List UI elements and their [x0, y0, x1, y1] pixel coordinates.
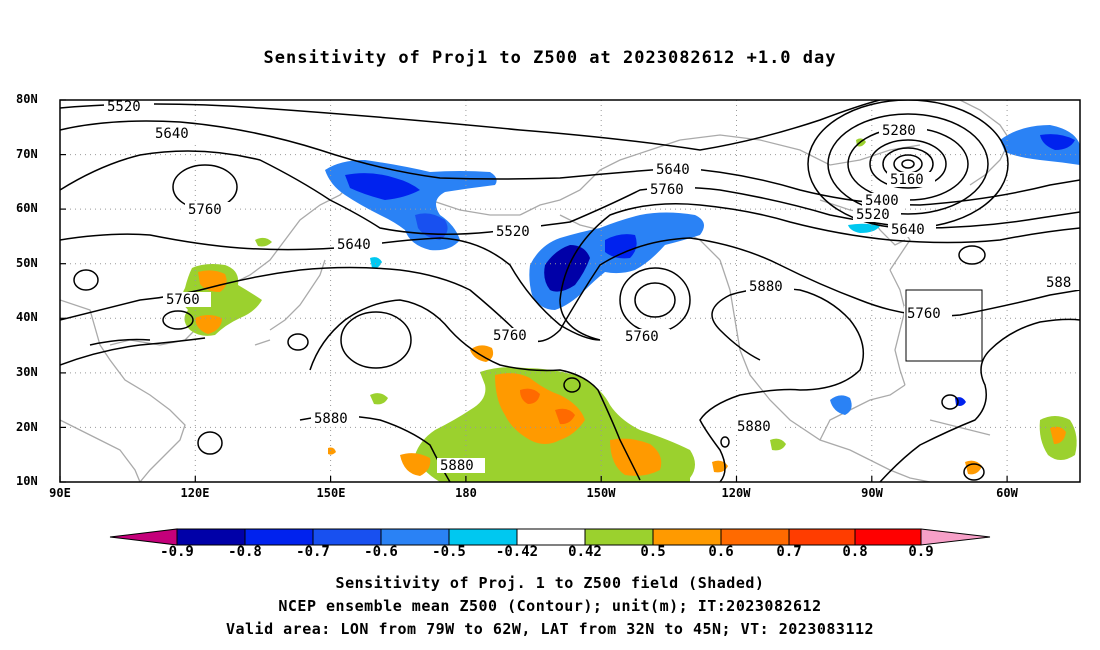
lon-label: 120W [721, 486, 751, 500]
colorbar-label: -0.42 [495, 544, 539, 560]
lon-label: 90W [861, 486, 883, 500]
contour-label: 5760 [907, 306, 941, 322]
lon-label: 120E [180, 486, 210, 500]
colorbar-swatch [652, 528, 722, 546]
colorbar-label: 0.7 [776, 544, 802, 560]
contour-label: 5280 [882, 123, 916, 139]
colorbar-swatch [516, 528, 586, 546]
contour-labels: 5520 5640 5760 5640 5760 5520 5640 5760 … [104, 99, 1080, 474]
map-title: Sensitivity of Proj1 to Z500 at 20230826… [263, 48, 837, 68]
lon-label: 150E [316, 486, 346, 500]
colorbar-swatch [244, 528, 314, 546]
contour-label: 5760 [625, 329, 659, 345]
contour-label: 5880 [314, 411, 348, 427]
lat-label: 40N [16, 310, 38, 324]
colorbar-label: 0.42 [568, 544, 602, 560]
contour-label: 5640 [155, 126, 189, 142]
colorbar-label: 0.6 [708, 544, 734, 560]
colorbar-swatch [854, 528, 922, 546]
colorbar-label: -0.8 [228, 544, 262, 560]
lon-label: 180 [455, 486, 477, 500]
lat-label: 10N [16, 474, 38, 488]
colorbar-label: -0.5 [432, 544, 466, 560]
colorbar-swatch [448, 528, 518, 546]
valid-area-box [905, 289, 983, 362]
axis-ticks [59, 99, 1008, 483]
colorbar-swatch [380, 528, 450, 546]
contour-label: 5400 [865, 193, 899, 209]
colorbar-swatch [584, 528, 654, 546]
colorbar-low-end [109, 528, 178, 546]
contour-label: 5880 [440, 458, 474, 474]
contour-label: 5760 [166, 292, 200, 308]
contour-label: 5640 [656, 162, 690, 178]
contour-label: 5760 [650, 182, 684, 198]
colorbar-swatch [176, 528, 246, 546]
colorbar-swatch [720, 528, 790, 546]
lat-label: 30N [16, 365, 38, 379]
contour-label: 5880 [749, 279, 783, 295]
caption-shaded: Sensitivity of Proj. 1 to Z500 field (Sh… [335, 574, 765, 592]
contour-label: 5520 [856, 207, 890, 223]
sensitivity-shading [182, 125, 1080, 482]
colorbar-swatch [312, 528, 382, 546]
plot-frame [59, 99, 1081, 483]
contour-label: 5880 [737, 419, 771, 435]
lat-label: 70N [16, 147, 38, 161]
lat-label: 20N [16, 420, 38, 434]
contour-label: 5760 [188, 202, 222, 218]
lat-label: 60N [16, 201, 38, 215]
colorbar-label: 0.9 [908, 544, 934, 560]
contour-label: 5640 [891, 222, 925, 238]
colorbar-label: 0.8 [842, 544, 868, 560]
lat-label: 50N [16, 256, 38, 270]
colorbar-label: 0.5 [640, 544, 666, 560]
lat-label: 80N [16, 92, 38, 106]
lon-label: 60W [996, 486, 1018, 500]
caption-valid-area: Valid area: LON from 79W to 62W, LAT fro… [225, 620, 875, 638]
colorbar [109, 528, 991, 546]
contour-label: 5520 [496, 224, 530, 240]
colorbar-swatch [788, 528, 856, 546]
contour-label: 588 [1046, 275, 1071, 291]
colorbar-label: -0.7 [296, 544, 330, 560]
contour-label: 5160 [890, 172, 924, 188]
contour-label: 5640 [337, 237, 371, 253]
colorbar-high-end [920, 528, 991, 546]
caption-contour: NCEP ensemble mean Z500 (Contour); unit(… [278, 597, 822, 615]
colorbar-label: -0.9 [160, 544, 194, 560]
lon-label: 150W [586, 486, 616, 500]
lon-label: 90E [49, 486, 71, 500]
contour-label: 5520 [107, 99, 141, 115]
colorbar-label: -0.6 [364, 544, 398, 560]
contour-label: 5760 [493, 328, 527, 344]
